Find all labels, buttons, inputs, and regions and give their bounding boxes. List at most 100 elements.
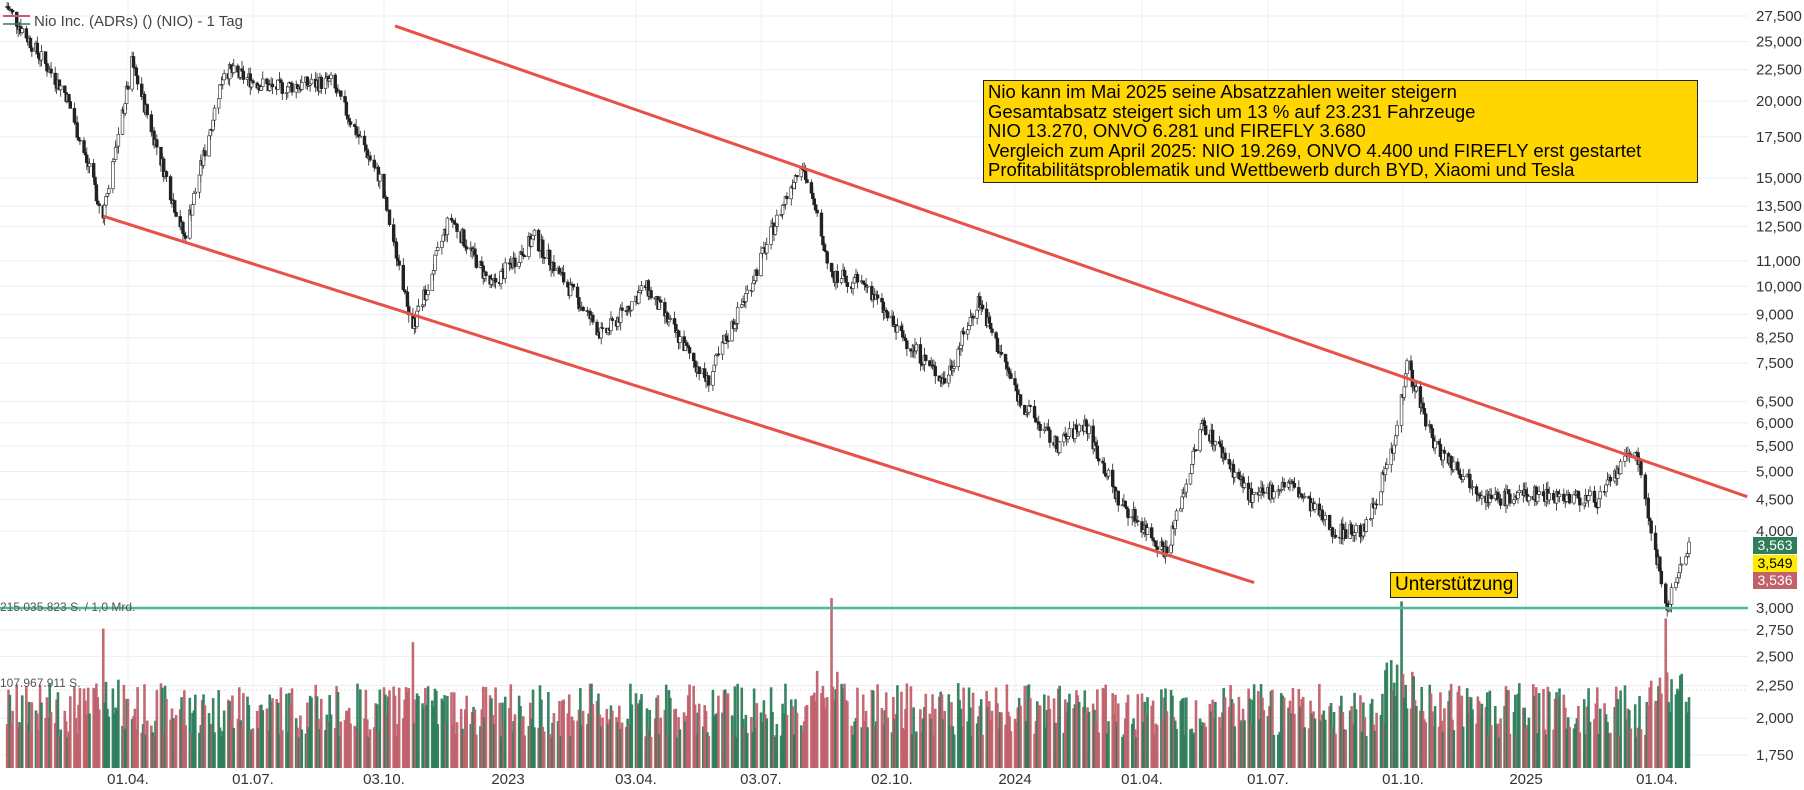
volume-bar	[1180, 698, 1184, 768]
volume-bar	[1461, 726, 1465, 768]
volume-bar	[1452, 730, 1456, 768]
candle	[503, 257, 507, 284]
volume-bar	[752, 688, 756, 768]
volume-bar	[1350, 706, 1353, 768]
candle	[865, 284, 870, 294]
volume-bar	[1009, 731, 1013, 768]
volume-bar	[1287, 707, 1290, 768]
volume-bar	[1198, 718, 1202, 768]
volume-bar	[1162, 697, 1166, 768]
volume-bar	[673, 709, 676, 768]
volume-bar	[1132, 718, 1135, 768]
volume-bar	[307, 727, 311, 768]
volume-bar	[784, 683, 787, 768]
candle	[1527, 495, 1531, 506]
volume-bar	[1232, 703, 1235, 768]
candle	[1424, 412, 1428, 431]
volume-bar	[27, 701, 31, 768]
volume-bar	[894, 714, 898, 768]
volume-bar	[1189, 729, 1192, 768]
volume-bar	[996, 703, 999, 768]
volume-bar	[1654, 700, 1657, 768]
volume-bar	[1247, 688, 1250, 768]
y-tick-label: 1,750	[1756, 747, 1794, 764]
candle	[943, 371, 947, 385]
volume-bar	[246, 696, 249, 768]
volume-bar	[48, 683, 52, 768]
volume-bar	[1401, 673, 1405, 768]
volume-bar	[667, 690, 671, 768]
news-annotation[interactable]: Nio kann im Mai 2025 seine Absatzzahlen …	[983, 80, 1698, 183]
candle	[1313, 500, 1317, 513]
volume-bar	[465, 695, 468, 768]
volume-bar	[572, 720, 575, 768]
volume-bar	[1456, 691, 1460, 768]
volume-bar	[743, 726, 746, 768]
volume-bar	[814, 700, 818, 768]
volume-bar	[1123, 718, 1127, 768]
legend[interactable]: Nio Inc. (ADRs) () (NIO) - 1 Tag	[3, 13, 243, 30]
candle	[1643, 472, 1648, 506]
candle	[401, 258, 405, 291]
volume-bar	[1318, 683, 1321, 768]
candle	[107, 184, 111, 196]
annotation-line: Gesamtabsatz steigert sich um 13 % auf 2…	[988, 100, 1476, 122]
volume-bar	[615, 717, 618, 768]
candle	[339, 90, 343, 101]
volume-bar	[1638, 696, 1641, 768]
trendline-lower[interactable]	[102, 214, 1255, 584]
candle	[1048, 427, 1052, 448]
candle	[895, 318, 900, 333]
trendline-upper[interactable]	[394, 24, 1748, 499]
volume-bar	[537, 727, 540, 768]
volume-bar	[1547, 691, 1551, 768]
volume-bar	[1613, 706, 1617, 768]
volume-bar	[1524, 727, 1528, 768]
candle	[323, 72, 328, 95]
candle	[1374, 498, 1379, 510]
candle	[39, 44, 44, 67]
candle	[571, 283, 576, 291]
volume-bar	[704, 710, 708, 768]
y-tick-label: 17,500	[1756, 129, 1802, 146]
volume-bar	[549, 737, 553, 768]
volume-bar	[503, 696, 507, 768]
volume-bar	[874, 721, 878, 768]
volume-bar	[637, 704, 641, 768]
volume-bar	[638, 699, 642, 768]
volume-bar	[712, 715, 716, 768]
volume-bar	[78, 688, 82, 768]
volume-bar	[792, 734, 796, 768]
volume-bar	[595, 700, 599, 768]
support-label[interactable]: Unterstützung	[1390, 572, 1519, 598]
volume-bar	[1096, 689, 1099, 768]
volume-bar	[422, 708, 426, 768]
volume-bar	[1639, 729, 1643, 768]
volume-bar	[338, 736, 341, 768]
volume-bar	[213, 732, 216, 768]
volume-bar	[1577, 705, 1580, 768]
candle	[1364, 516, 1369, 533]
volume-bar	[1062, 732, 1066, 768]
volume-bar	[304, 733, 308, 768]
y-tick-label: 27,500	[1756, 8, 1802, 25]
volume-bar	[162, 733, 166, 768]
volume-bar	[36, 713, 39, 768]
candle	[218, 84, 222, 100]
candle	[1578, 493, 1582, 513]
volume-bar	[1252, 684, 1256, 768]
volume-bar	[1250, 722, 1253, 768]
volume-bar	[569, 736, 572, 768]
volume-bar	[136, 687, 139, 768]
volume-bar	[1169, 689, 1173, 768]
volume-bar	[1101, 687, 1105, 768]
y-tick-label: 12,500	[1756, 219, 1802, 236]
volume-bar	[1668, 711, 1672, 768]
volume-bar	[232, 727, 236, 768]
x-tick-label: 01.07.	[1247, 771, 1289, 788]
volume-bar	[1674, 694, 1678, 768]
candle	[1592, 485, 1597, 504]
volume-bar	[1354, 709, 1358, 768]
volume-bar	[843, 683, 846, 768]
